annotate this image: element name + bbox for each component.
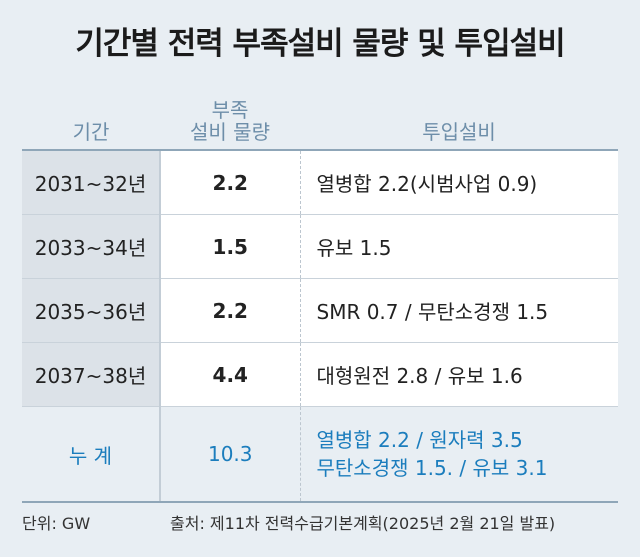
data-row: 2033~34년 1.5 유보 1.5 bbox=[22, 214, 618, 279]
data-row: 2031~32년 2.2 열병합 2.2(시범사업 0.9) bbox=[22, 150, 618, 215]
header-cell: 기간 bbox=[22, 80, 160, 151]
source-note: 출처: 제11차 전력수급기본계획(2025년 2월 21일 발표) bbox=[170, 514, 556, 533]
data-row: 2037~38년 4.4 대형원전 2.8 / 유보 1.6 bbox=[22, 342, 618, 407]
supply-table: 기간 부족 설비 물량 투입설비 2031~32년 2.2 열병합 2.2(시범사업 … bbox=[22, 80, 618, 503]
header-row: 기간 부족 설비 물량 투입설비 bbox=[22, 80, 618, 151]
facilities-cell: 열병합 2.2(시범사업 0.9) bbox=[300, 150, 618, 215]
header-line: 설비 물량 bbox=[190, 120, 270, 144]
period-cell: 2031~32년 bbox=[22, 150, 161, 215]
shortage-cell: 2.2 bbox=[160, 278, 301, 343]
header-line: 부족 bbox=[211, 98, 249, 122]
title: 기간별 전력 부족설비 물량 및 투입설비 bbox=[75, 26, 565, 62]
total-value: 10.3 bbox=[160, 406, 301, 503]
total-breakdown: 열병합 2.2 / 원자력 3.5 무탄소경쟁 1.5. / 유보 3.1 bbox=[300, 406, 618, 503]
period-cell: 2033~34년 bbox=[22, 214, 161, 279]
unit-note: 단위: GW bbox=[22, 514, 91, 533]
total-line: 무탄소경쟁 1.5. / 유보 3.1 bbox=[316, 456, 548, 480]
facilities-cell: 유보 1.5 bbox=[300, 214, 618, 279]
period-cell: 2035~36년 bbox=[22, 278, 161, 343]
data-row: 2035~36년 2.2 SMR 0.7 / 무탄소경쟁 1.5 bbox=[22, 278, 618, 343]
table-body: 2031~32년 2.2 열병합 2.2(시범사업 0.9) 2033~34년 1.5 유… bbox=[22, 150, 618, 503]
facilities-cell: SMR 0.7 / 무탄소경쟁 1.5 bbox=[300, 278, 618, 343]
header-cell: 투입설비 bbox=[300, 80, 618, 151]
shortage-cell: 2.2 bbox=[160, 150, 301, 215]
period-cell: 2037~38년 bbox=[22, 342, 161, 407]
total-label: 누 계 bbox=[22, 406, 161, 503]
header-cell: 부족 설비 물량 bbox=[160, 80, 300, 151]
total-row: 누 계 10.3 열병합 2.2 / 원자력 3.5 무탄소경쟁 1.5. / 유… bbox=[22, 406, 618, 503]
facilities-cell: 대형원전 2.8 / 유보 1.6 bbox=[300, 342, 618, 407]
shortage-cell: 4.4 bbox=[160, 342, 301, 407]
total-line: 열병합 2.2 / 원자력 3.5 bbox=[316, 428, 523, 452]
shortage-cell: 1.5 bbox=[160, 214, 301, 279]
